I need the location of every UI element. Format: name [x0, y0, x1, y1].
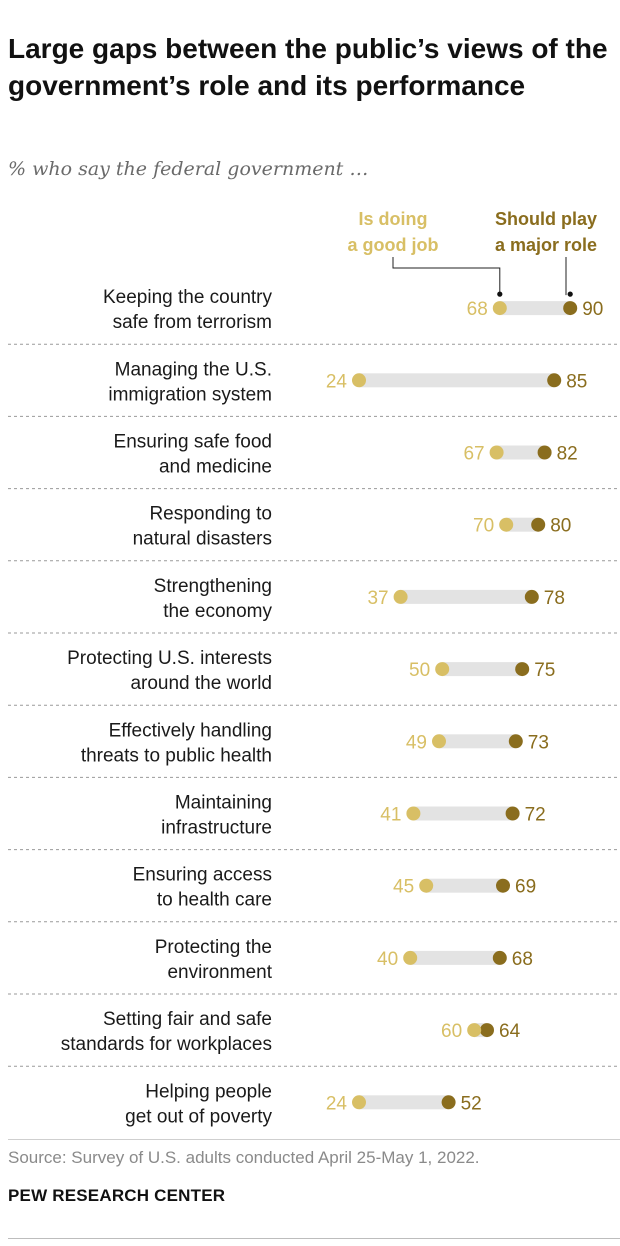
- category-label-line2: standards for workplaces: [61, 1034, 272, 1055]
- category-label-line2: get out of poverty: [125, 1106, 272, 1127]
- gap-bar: [359, 373, 555, 388]
- source-note: Source: Survey of U.S. adults conducted …: [8, 1148, 480, 1167]
- major-role-dot: [505, 806, 520, 821]
- bottom-rule: [8, 1238, 620, 1239]
- good-job-dot: [352, 1095, 366, 1110]
- good-job-value-label: 45: [393, 877, 414, 898]
- good-job-dot: [435, 662, 450, 677]
- category-label-line1: Strengthening: [154, 576, 272, 597]
- major-role-dot: [524, 589, 539, 604]
- legend-good-job-line2: a good job: [348, 235, 439, 255]
- category-label-line2: safe from terrorism: [113, 312, 272, 333]
- major-role-dot: [492, 950, 507, 965]
- major-role-value-label: 68: [512, 949, 533, 970]
- category-label-line1: Ensuring access: [133, 865, 272, 886]
- major-role-value-label: 85: [566, 371, 587, 392]
- category-label-line2: and medicine: [159, 457, 272, 478]
- category-label-line1: Keeping the country: [103, 287, 273, 308]
- category-label-line1: Responding to: [149, 504, 272, 525]
- major-role-value-label: 73: [528, 732, 549, 753]
- category-label-line2: environment: [167, 962, 272, 983]
- major-role-dot: [537, 445, 552, 460]
- gap-bar: [506, 517, 539, 532]
- major-role-value-label: 82: [557, 444, 578, 465]
- major-role-value-label: 80: [550, 516, 571, 537]
- good-job-dot: [432, 734, 446, 749]
- category-label-line2: the economy: [163, 601, 272, 622]
- good-job-value-label: 40: [377, 949, 398, 970]
- gap-bar: [442, 662, 523, 677]
- organization-name: PEW RESEARCH CENTER: [8, 1186, 226, 1205]
- major-role-dot: [563, 301, 578, 316]
- good-job-dot: [406, 806, 421, 821]
- category-label-line1: Effectively handling: [109, 720, 272, 741]
- dot-plot-chart: Is doing a good job Should play a major rol…: [8, 209, 620, 1127]
- good-job-value-label: 24: [326, 371, 348, 392]
- major-role-dot: [531, 517, 546, 532]
- major-role-value-label: 75: [534, 660, 555, 681]
- good-job-dot: [393, 589, 408, 604]
- category-label-line1: Maintaining: [175, 793, 272, 814]
- gap-bar: [496, 445, 545, 460]
- chart-subtitle: % who say the federal government …: [8, 158, 369, 180]
- gap-bar: [410, 950, 500, 965]
- good-job-dot: [403, 950, 418, 965]
- good-job-value-label: 24: [326, 1093, 348, 1114]
- good-job-dot: [467, 1023, 482, 1038]
- legend-good-job-line1: Is doing: [359, 209, 428, 229]
- legend-leader-major-role-end: [567, 291, 573, 297]
- major-role-dot: [480, 1023, 494, 1038]
- major-role-dot: [496, 878, 510, 893]
- major-role-value-label: 78: [544, 588, 565, 609]
- major-role-dot: [441, 1095, 456, 1110]
- legend-major-role-line1: Should play: [495, 209, 597, 229]
- gap-bar: [400, 589, 532, 604]
- legend-leader-good-job: [392, 257, 501, 296]
- category-label-line2: immigration system: [108, 384, 272, 405]
- category-label-line2: around the world: [130, 673, 272, 694]
- major-role-dot: [547, 373, 562, 388]
- good-job-value-label: 60: [441, 1021, 462, 1042]
- major-role-value-label: 64: [499, 1021, 521, 1042]
- major-role-dot: [508, 734, 523, 749]
- category-label-line2: infrastructure: [161, 818, 272, 839]
- gap-bar: [499, 301, 571, 316]
- gap-bar: [439, 734, 516, 749]
- good-job-dot: [499, 517, 514, 532]
- major-role-value-label: 52: [461, 1093, 482, 1114]
- category-label-line1: Managing the U.S.: [115, 359, 272, 380]
- good-job-value-label: 67: [463, 444, 484, 465]
- major-role-value-label: 69: [515, 877, 536, 898]
- category-label-line1: Protecting U.S. interests: [67, 648, 272, 669]
- major-role-value-label: 72: [525, 805, 546, 826]
- good-job-dot: [352, 373, 366, 388]
- good-job-value-label: 37: [367, 588, 388, 609]
- gap-bar: [426, 878, 503, 893]
- category-label-line1: Ensuring safe food: [114, 432, 272, 453]
- gap-bar: [413, 806, 513, 821]
- footer-divider: [8, 1139, 620, 1140]
- category-label-line2: to health care: [157, 890, 272, 911]
- good-job-value-label: 41: [380, 805, 401, 826]
- good-job-value-label: 70: [473, 516, 494, 537]
- category-label-line1: Setting fair and safe: [103, 1009, 272, 1030]
- category-label-line1: Protecting the: [155, 937, 272, 958]
- chart-title: Large gaps between the public’s views of…: [8, 33, 608, 101]
- legend-leader-good-job-end: [497, 291, 503, 297]
- good-job-value-label: 50: [409, 660, 430, 681]
- category-label-line2: threats to public health: [81, 745, 272, 766]
- good-job-dot: [489, 445, 504, 460]
- good-job-value-label: 49: [406, 732, 427, 753]
- legend-major-role-line2: a major role: [495, 235, 597, 255]
- major-role-dot: [515, 662, 530, 677]
- good-job-dot: [492, 301, 507, 316]
- good-job-dot: [419, 878, 434, 893]
- major-role-value-label: 90: [582, 299, 603, 320]
- gap-bar: [359, 1095, 449, 1110]
- category-label-line2: natural disasters: [133, 529, 272, 550]
- good-job-value-label: 68: [467, 299, 488, 320]
- category-label-line1: Helping people: [145, 1081, 272, 1102]
